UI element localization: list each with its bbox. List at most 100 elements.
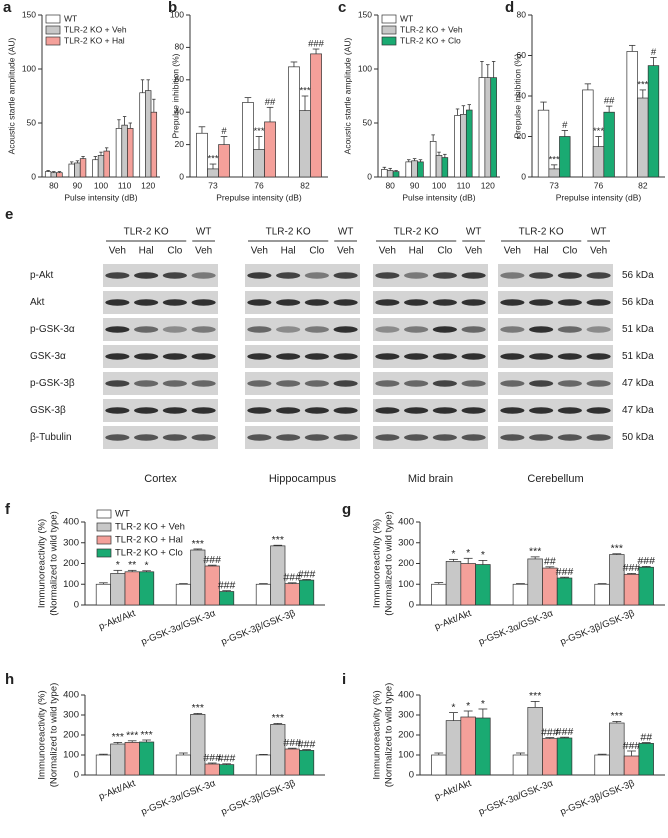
- error-bar: [57, 171, 62, 173]
- x-tick-label: 90: [410, 180, 420, 190]
- significance-label: ###: [308, 39, 325, 50]
- band: [586, 434, 611, 441]
- lane-label: Clo: [562, 246, 577, 257]
- significance-label: ***: [207, 154, 218, 165]
- significance-label: ###: [541, 726, 559, 738]
- band: [375, 407, 400, 414]
- band: [375, 353, 400, 360]
- blot-strip: [245, 426, 360, 449]
- significance-label: *: [481, 698, 485, 710]
- band: [404, 434, 429, 441]
- error-bar: [113, 742, 123, 744]
- band: [134, 353, 159, 360]
- band: [191, 299, 216, 306]
- band: [247, 353, 272, 360]
- x-tick-label: p-GSK-3α/GSK-3α: [140, 608, 218, 648]
- error-bar: [443, 153, 447, 158]
- significance-label: ***: [549, 154, 560, 165]
- size-label: 56 kDa: [622, 270, 654, 281]
- error-bar: [207, 564, 217, 566]
- y-tick-label: 0: [179, 171, 184, 181]
- band: [247, 434, 272, 441]
- significance-label: ***: [253, 126, 264, 137]
- row-label: GSK-3α: [30, 351, 66, 362]
- legend-label: TLR-2 KO + Veh: [115, 522, 185, 533]
- y-tick-label: 200: [398, 558, 414, 569]
- error-bar: [629, 44, 636, 52]
- legend-swatch: [45, 25, 61, 35]
- band: [557, 326, 582, 333]
- band: [529, 353, 554, 360]
- significance-label: *: [466, 700, 470, 712]
- bar: [97, 155, 105, 178]
- x-tick-label: 110: [457, 180, 471, 190]
- significance-label: ***: [112, 731, 124, 743]
- bar: [475, 717, 491, 776]
- legend-label: WT: [400, 13, 413, 23]
- y-tick-label: 400: [63, 690, 79, 701]
- error-bar: [455, 108, 460, 116]
- band: [375, 326, 400, 333]
- band: [586, 407, 611, 414]
- panel-label: b: [168, 0, 177, 16]
- error-bar: [612, 553, 622, 555]
- group-label: WT: [466, 227, 482, 238]
- band: [162, 272, 187, 279]
- error-bar: [301, 95, 309, 111]
- blot-strip: [245, 264, 360, 287]
- error-bar: [220, 136, 228, 145]
- bar: [454, 115, 461, 178]
- x-tick-label: p-GSK-3β/GSK-3β: [220, 608, 298, 648]
- legend-label: TLR-2 KO + Hal: [64, 35, 125, 45]
- band: [162, 434, 187, 441]
- band: [304, 380, 329, 387]
- significance-label: ##: [604, 96, 615, 107]
- error-bar: [142, 739, 151, 742]
- lane-label: Veh: [337, 246, 354, 257]
- band: [432, 353, 457, 360]
- blot-strip: [498, 264, 613, 287]
- lane-label: Veh: [465, 246, 482, 257]
- error-bar: [491, 61, 496, 78]
- blot-strip: [373, 345, 488, 368]
- x-tick-label: 80: [49, 180, 59, 190]
- x-axis-label: Prepulse intensity (dB): [216, 192, 302, 202]
- y-tick-label: 40: [175, 106, 185, 116]
- error-bar: [463, 557, 473, 564]
- bar: [264, 121, 276, 178]
- y-tick-label: 200: [398, 730, 414, 741]
- significance-label: ###: [283, 737, 301, 749]
- significance-label: ##: [640, 731, 652, 743]
- y-tick-label: 150: [22, 9, 36, 19]
- error-bar: [530, 556, 540, 559]
- significance-label: *: [145, 560, 149, 572]
- band: [333, 407, 358, 414]
- bar: [484, 77, 492, 178]
- blot-strip: [373, 399, 488, 422]
- significance-label: #: [562, 120, 568, 131]
- significance-label: ###: [218, 753, 236, 765]
- significance-label: ***: [611, 543, 623, 555]
- band: [304, 434, 329, 441]
- x-tick-label: p-Akt/Akt: [97, 778, 137, 803]
- size-label: 47 kDa: [622, 405, 654, 416]
- x-tick-label: 110: [118, 180, 132, 190]
- band: [276, 407, 301, 414]
- bar: [288, 66, 300, 178]
- band: [375, 380, 400, 387]
- legend-label: TLR-2 KO + Clo: [115, 548, 183, 559]
- error-bar: [641, 566, 651, 568]
- band: [191, 353, 216, 360]
- bar: [603, 111, 615, 178]
- band: [105, 299, 130, 306]
- blot-strip: [498, 372, 613, 395]
- legend-swatch: [381, 36, 397, 46]
- y-tick-label: 100: [398, 579, 414, 590]
- x-tick-label: p-Akt/Akt: [97, 608, 137, 633]
- error-bar: [612, 721, 622, 723]
- y-tick-label: 20: [517, 131, 527, 141]
- x-axis-label: Pulse intensity (dB): [64, 192, 137, 202]
- bar: [145, 90, 152, 178]
- bar: [381, 169, 388, 178]
